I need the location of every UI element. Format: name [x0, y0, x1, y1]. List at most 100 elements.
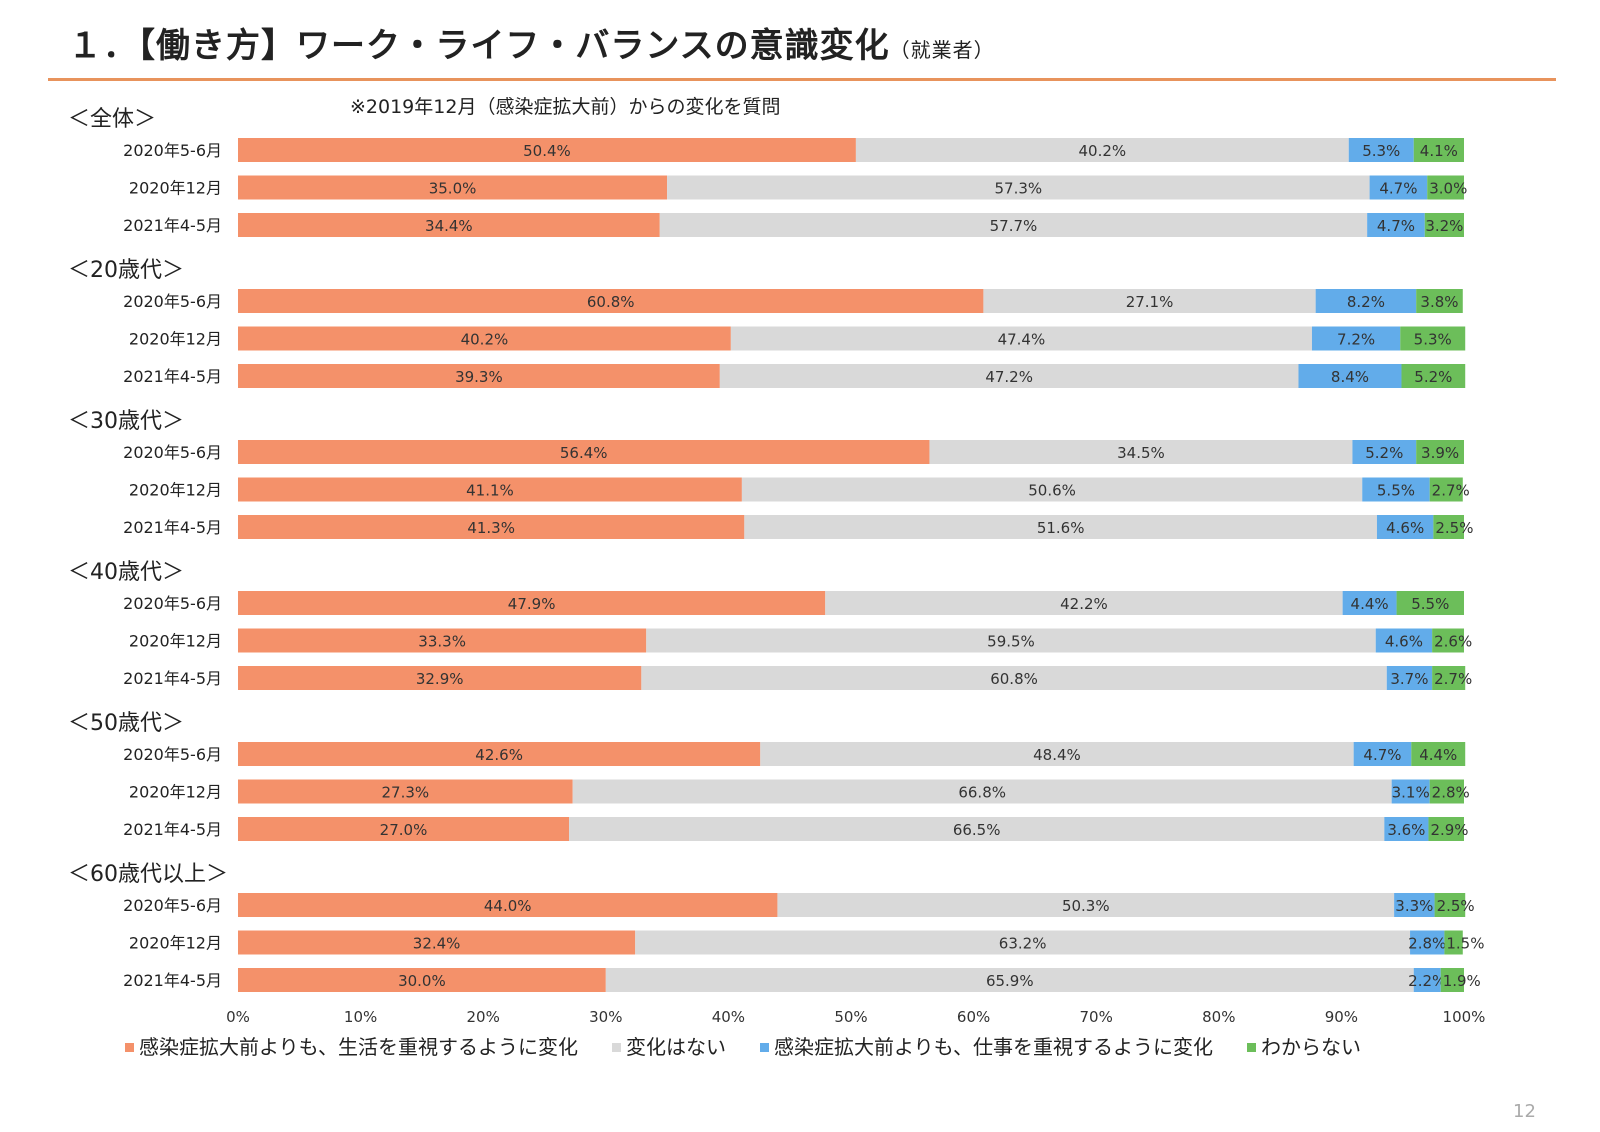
data-label: 2.2% — [1408, 972, 1446, 990]
bar-segment — [1396, 591, 1464, 615]
bar-segment — [238, 326, 731, 351]
bar-segment — [238, 666, 642, 690]
data-label: 2.8% — [1408, 935, 1446, 953]
data-label: 5.5% — [1411, 595, 1449, 613]
data-label: 47.9% — [508, 595, 556, 613]
group-label: ＜20歳代＞ — [68, 258, 184, 283]
bar-segment — [744, 515, 1377, 539]
bar-segment — [1434, 893, 1466, 917]
data-label: 3.1% — [1392, 784, 1430, 802]
data-label: 5.5% — [1377, 482, 1415, 500]
bar-segment — [635, 930, 1411, 955]
data-label: 41.1% — [466, 482, 514, 500]
bar-segment — [238, 175, 668, 200]
row-label: 2021年4-5月 — [123, 971, 222, 990]
bar-segment — [1348, 138, 1414, 162]
group-label: ＜30歳代＞ — [68, 409, 184, 434]
data-label: 4.6% — [1386, 519, 1424, 537]
legend-label: 変化はない — [626, 1035, 726, 1059]
data-label: 3.2% — [1425, 217, 1463, 235]
row-label: 2020年5-6月 — [123, 141, 222, 160]
bar-segment — [1353, 742, 1412, 766]
bar-segment — [1428, 817, 1464, 841]
bar-segment — [1416, 440, 1464, 464]
bar-segment — [1369, 175, 1428, 200]
data-label: 57.3% — [995, 180, 1043, 198]
data-label: 35.0% — [429, 180, 477, 198]
bar-segment — [1424, 213, 1464, 237]
bar-segment — [983, 289, 1316, 313]
bar-segment — [1352, 440, 1417, 464]
x-tick-label: 80% — [1202, 1008, 1235, 1026]
bar-segment — [1391, 779, 1430, 804]
data-label: 4.6% — [1385, 633, 1423, 651]
bar-segment — [1429, 477, 1463, 502]
data-label: 40.2% — [461, 331, 509, 349]
title-underline — [48, 78, 1556, 81]
bar-segment — [238, 289, 984, 313]
bar-segment — [1298, 364, 1402, 388]
x-tick-label: 0% — [226, 1008, 250, 1026]
data-label: 8.4% — [1331, 368, 1369, 386]
bar-segment — [1444, 930, 1463, 955]
x-tick-label: 30% — [589, 1008, 622, 1026]
data-label: 2.7% — [1432, 482, 1470, 500]
data-label: 59.5% — [987, 633, 1035, 651]
data-label: 50.6% — [1028, 482, 1076, 500]
x-tick-label: 10% — [344, 1008, 377, 1026]
legend-swatch — [1247, 1043, 1256, 1052]
row-label: 2020年5-6月 — [123, 594, 222, 613]
bar-segment — [855, 138, 1349, 162]
row-label: 2020年12月 — [129, 179, 222, 198]
data-label: 2.5% — [1437, 897, 1475, 915]
x-tick-label: 40% — [712, 1008, 745, 1026]
data-label: 66.5% — [953, 821, 1001, 839]
bar-segment — [1394, 893, 1435, 917]
data-label: 47.4% — [998, 331, 1046, 349]
data-label: 3.7% — [1390, 670, 1428, 688]
row-label: 2020年12月 — [129, 481, 222, 500]
data-label: 3.3% — [1395, 897, 1433, 915]
x-tick-label: 90% — [1325, 1008, 1358, 1026]
bar-segment — [1367, 213, 1425, 237]
row-label: 2020年12月 — [129, 330, 222, 349]
data-label: 3.9% — [1421, 444, 1459, 462]
group-label: ＜60歳代以上＞ — [68, 862, 228, 887]
data-label: 48.4% — [1033, 746, 1081, 764]
data-label: 27.0% — [380, 821, 428, 839]
bar-segment — [659, 213, 1368, 237]
bar-segment — [238, 893, 778, 917]
legend-label: 感染症拡大前よりも、生活を重視するように変化 — [139, 1035, 578, 1059]
bar-segment — [238, 213, 660, 237]
bar-segment — [1411, 742, 1466, 766]
data-label: 33.3% — [418, 633, 466, 651]
data-label: 8.2% — [1347, 293, 1385, 311]
row-label: 2021年4-5月 — [123, 216, 222, 235]
row-label: 2021年4-5月 — [123, 518, 222, 537]
bar-segment — [667, 175, 1370, 200]
x-tick-label: 70% — [1080, 1008, 1113, 1026]
data-label: 5.2% — [1365, 444, 1403, 462]
bar-segment — [238, 817, 570, 841]
data-label: 3.0% — [1429, 180, 1467, 198]
bar-segment — [1433, 515, 1464, 539]
bar-segment — [1384, 817, 1429, 841]
data-label: 66.8% — [958, 784, 1006, 802]
bar-segment — [646, 628, 1376, 653]
data-label: 30.0% — [398, 972, 446, 990]
bar-segment — [1413, 968, 1441, 992]
group-label: ＜50歳代＞ — [68, 711, 184, 736]
data-label: 4.4% — [1351, 595, 1389, 613]
bar-segment — [760, 742, 1354, 766]
data-label: 7.2% — [1337, 331, 1375, 349]
data-label: 50.4% — [523, 142, 571, 160]
row-label: 2020年12月 — [129, 783, 222, 802]
bar-segment — [605, 968, 1414, 992]
data-label: 57.7% — [990, 217, 1038, 235]
legend-swatch — [612, 1043, 621, 1052]
bar-segment — [569, 817, 1385, 841]
data-label: 2.9% — [1430, 821, 1468, 839]
bar-segment — [238, 628, 647, 653]
data-label: 4.7% — [1379, 180, 1417, 198]
bar-segment — [572, 779, 1392, 804]
